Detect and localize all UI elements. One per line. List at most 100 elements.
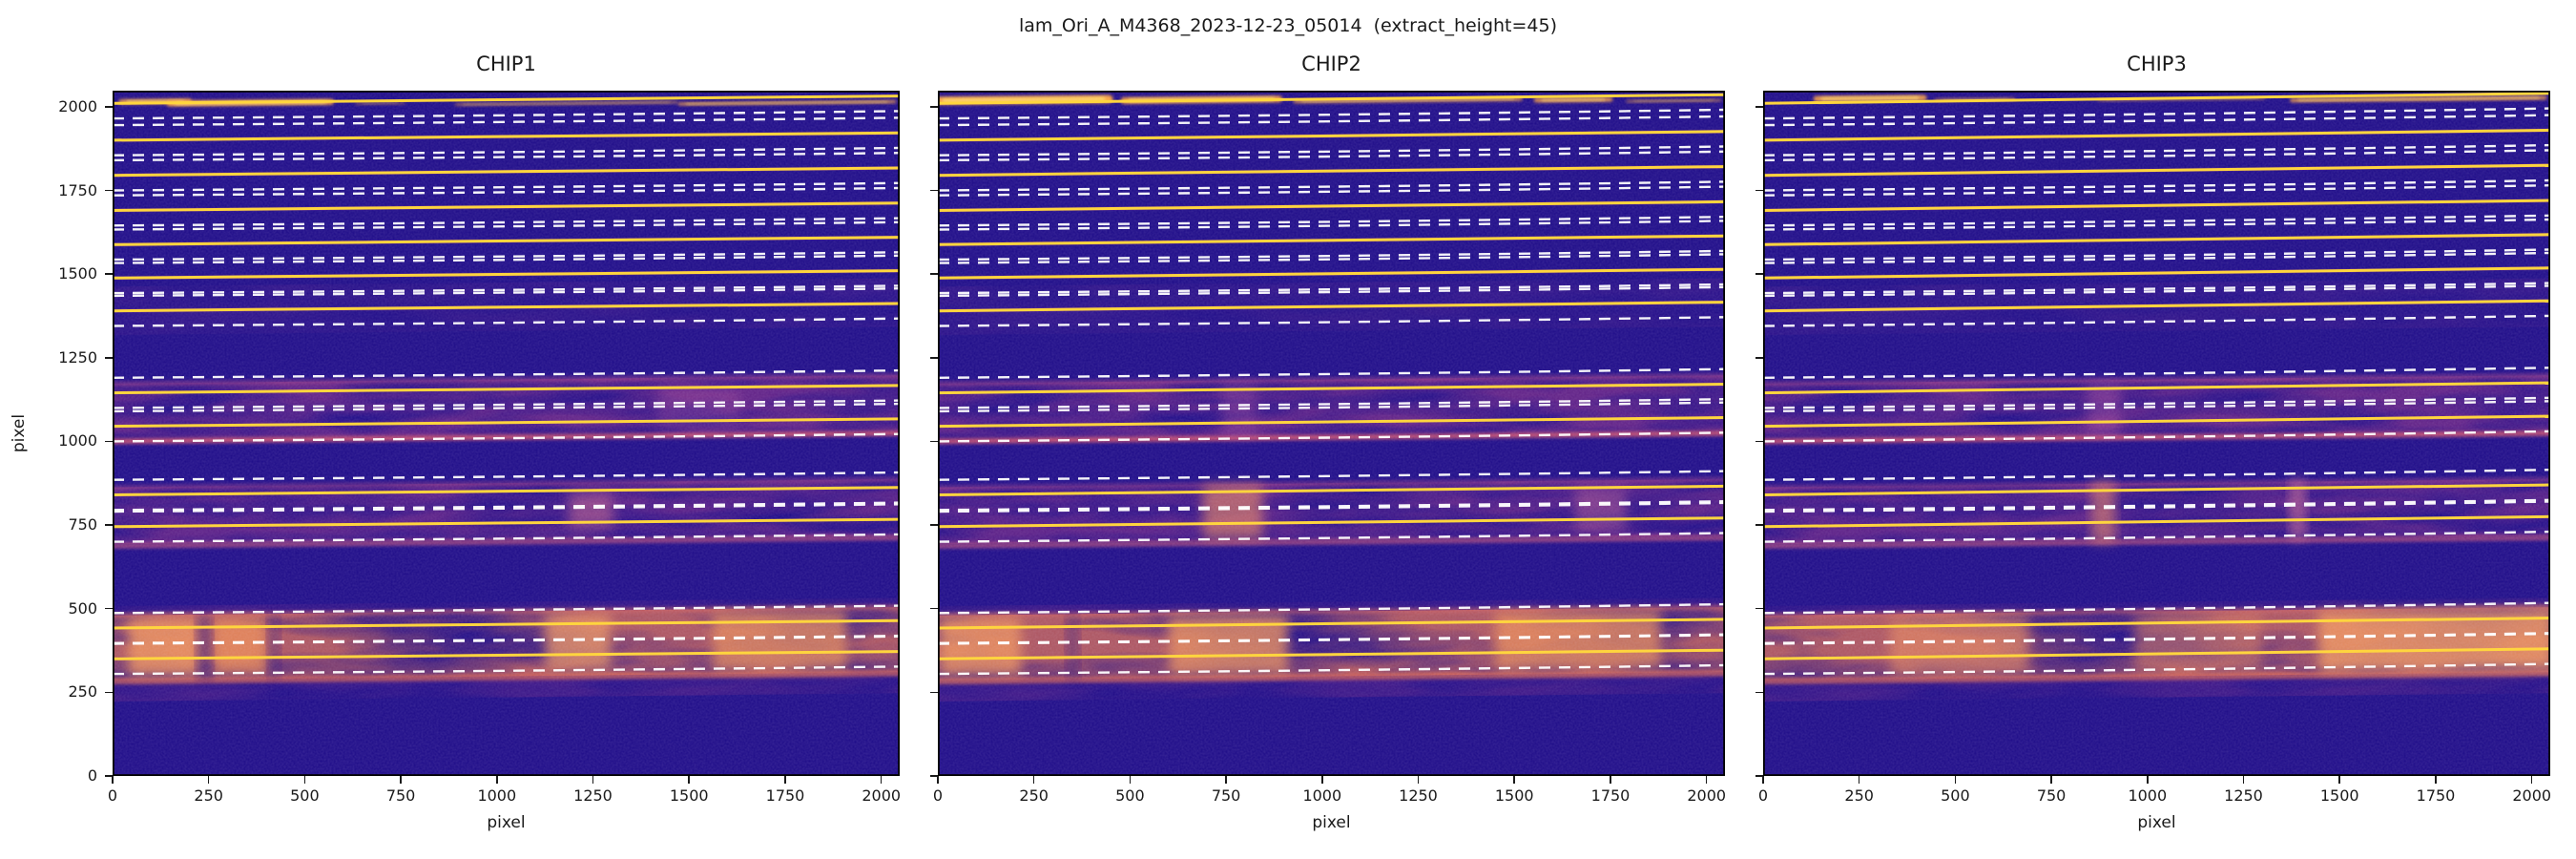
x-tick-label: 1750	[1590, 786, 1631, 805]
figure-title: lam_Ori_A_M4368_2023-12-23_05014 (extrac…	[1018, 15, 1558, 36]
x-tick-mark	[1417, 776, 1420, 784]
x-tick-label: 2000	[862, 786, 902, 805]
x-tick-mark	[112, 776, 114, 784]
x-tick-label: 1500	[669, 786, 709, 805]
y-tick-mark	[930, 775, 938, 777]
x-tick-label: 1500	[2319, 786, 2359, 805]
x-tick-label: 750	[385, 786, 416, 805]
x-tick-mark	[303, 776, 306, 784]
x-tick-label: 1250	[1399, 786, 1438, 805]
x-tick-mark	[2050, 776, 2052, 784]
x-tick-label: 0	[932, 786, 944, 805]
y-tick-mark	[105, 440, 113, 443]
y-tick-mark	[105, 524, 113, 526]
x-tick-label: 1250	[573, 786, 613, 805]
y-axis-label: pixel	[10, 413, 29, 453]
y-tick-label: 1750	[58, 180, 97, 199]
x-tick-mark	[688, 776, 690, 784]
y-tick-mark	[105, 691, 113, 694]
x-tick-label: 250	[1019, 786, 1049, 805]
chip3-title: CHIP3	[2127, 52, 2187, 75]
chip2-panel: CHIP2 pixel	[938, 52, 1725, 845]
x-tick-label: 1750	[2416, 786, 2456, 805]
y-tick-label: 2000	[58, 96, 97, 115]
x-tick-mark	[1705, 776, 1708, 784]
x-tick-mark	[1321, 776, 1323, 784]
detector-image	[938, 91, 1725, 776]
x-tick-mark	[1032, 776, 1035, 784]
y-tick-mark	[105, 357, 113, 359]
x-tick-mark	[880, 776, 883, 784]
x-tick-mark	[207, 776, 210, 784]
y-tick-mark	[1755, 440, 1763, 443]
x-tick-mark	[2530, 776, 2533, 784]
x-tick-label: 2000	[1687, 786, 1727, 805]
y-tick-mark	[930, 189, 938, 192]
x-tick-mark	[2147, 776, 2149, 784]
x-tick-mark	[1225, 776, 1227, 784]
x-tick-mark	[1129, 776, 1132, 784]
y-tick-mark	[930, 106, 938, 108]
y-tick-label: 750	[68, 515, 97, 534]
y-tick-mark	[930, 691, 938, 694]
y-tick-mark	[1755, 775, 1763, 777]
y-tick-mark	[105, 106, 113, 108]
y-tick-mark	[1755, 189, 1763, 192]
detector-image	[1763, 91, 2550, 776]
chip2-detector-image	[938, 91, 1725, 776]
chip2-title: CHIP2	[1301, 52, 1361, 75]
x-tick-label: 1500	[1494, 786, 1534, 805]
chip1-panel: CHIP1 pixel	[113, 52, 900, 845]
y-tick-mark	[930, 273, 938, 275]
chip1-x-axis-label: pixel	[487, 813, 526, 832]
chip1-detector-image	[113, 91, 900, 776]
chip3-detector-image	[1763, 91, 2550, 776]
x-tick-label: 2000	[2512, 786, 2552, 805]
x-tick-mark	[2242, 776, 2245, 784]
x-tick-mark	[1762, 776, 1764, 784]
x-tick-mark	[1858, 776, 1860, 784]
y-tick-label: 1500	[58, 264, 97, 283]
y-tick-label: 1000	[58, 431, 97, 450]
x-tick-mark	[496, 776, 498, 784]
x-tick-label: 1750	[765, 786, 805, 805]
y-tick-label: 1250	[58, 347, 97, 367]
y-tick-mark	[1755, 273, 1763, 275]
x-tick-label: 750	[2036, 786, 2067, 805]
x-tick-label: 1000	[477, 786, 517, 805]
y-tick-mark	[930, 607, 938, 610]
x-tick-mark	[937, 776, 939, 784]
x-tick-label: 500	[1115, 786, 1145, 805]
y-tick-mark	[1755, 106, 1763, 108]
x-tick-label: 1000	[1302, 786, 1342, 805]
y-tick-mark	[1755, 691, 1763, 694]
x-tick-label: 1250	[2224, 786, 2263, 805]
x-tick-label: 250	[1844, 786, 1874, 805]
y-tick-mark	[105, 273, 113, 275]
x-tick-label: 0	[1757, 786, 1769, 805]
y-tick-mark	[930, 524, 938, 526]
y-tick-mark	[105, 607, 113, 610]
x-tick-label: 250	[194, 786, 223, 805]
x-tick-mark	[2338, 776, 2340, 784]
x-tick-mark	[400, 776, 402, 784]
y-tick-mark	[930, 357, 938, 359]
x-tick-mark	[784, 776, 786, 784]
x-tick-mark	[1513, 776, 1515, 784]
x-tick-mark	[2435, 776, 2437, 784]
y-tick-label: 250	[68, 682, 97, 702]
chip1-title: CHIP1	[476, 52, 536, 75]
chip3-panel: CHIP3 pixel	[1763, 52, 2550, 845]
y-tick-label: 0	[87, 766, 97, 785]
y-tick-mark	[105, 189, 113, 192]
x-tick-label: 750	[1211, 786, 1241, 805]
x-tick-mark	[592, 776, 594, 784]
chip3-x-axis-label: pixel	[2137, 813, 2176, 832]
x-tick-label: 1000	[2128, 786, 2168, 805]
x-tick-mark	[1610, 776, 1611, 784]
y-tick-mark	[1755, 607, 1763, 610]
y-tick-mark	[930, 440, 938, 443]
x-tick-label: 500	[290, 786, 320, 805]
x-tick-mark	[1954, 776, 1957, 784]
